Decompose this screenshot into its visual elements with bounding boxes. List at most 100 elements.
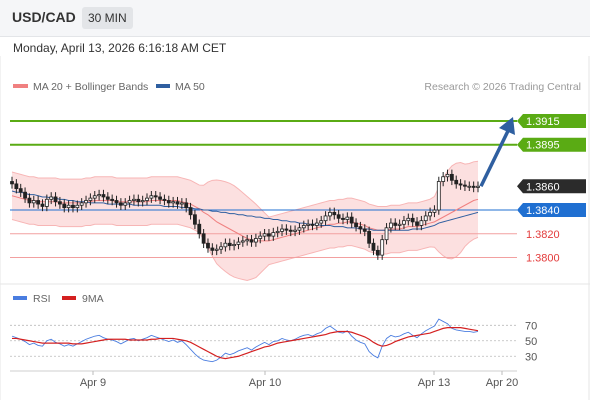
candle-body-106 — [471, 185, 476, 188]
candle-body-53 — [240, 240, 245, 243]
candle-body-98 — [436, 181, 441, 211]
rsi-ma-legend-swatch — [62, 296, 76, 300]
projection-arrow-head — [499, 116, 515, 135]
ma20-line — [11, 195, 479, 242]
level-tag-1-3895 — [517, 137, 586, 152]
candle-body-4 — [27, 197, 32, 204]
candle-body-102 — [454, 179, 459, 185]
candle-body-91 — [406, 217, 411, 222]
candle-body-95 — [423, 215, 428, 222]
level-tag-1-3840 — [517, 203, 586, 217]
candle-body-8 — [44, 198, 49, 207]
candle-body-77 — [345, 216, 350, 220]
level-label-1-3915: 1.3915 — [526, 116, 560, 128]
candle-body-61 — [275, 230, 280, 233]
candle-body-22 — [105, 196, 110, 200]
candle-body-45 — [206, 242, 210, 249]
candle-body-72 — [323, 215, 328, 222]
candle-body-15 — [75, 204, 80, 209]
bollinger-band — [11, 160, 479, 282]
bollinger-lower-line — [11, 219, 479, 282]
candle-body-81 — [362, 228, 367, 232]
projection-arrow — [479, 116, 515, 188]
candle-body-20 — [97, 194, 102, 197]
x-tick-label-0: Apr 9 — [80, 377, 106, 389]
candle-body-80 — [358, 226, 363, 230]
candle-body-87 — [388, 222, 393, 229]
rsi-tick-50: 50 — [525, 336, 537, 348]
ma20-legend-swatch — [13, 84, 28, 88]
x-tick-label-3: Apr 20 — [486, 377, 518, 389]
candle-body-89 — [397, 223, 402, 226]
candle-body-62 — [280, 228, 284, 232]
candle-body-71 — [319, 220, 324, 224]
candle-body-79 — [354, 222, 358, 228]
candle-body-47 — [214, 248, 219, 251]
level-label-1-3895: 1.3895 — [526, 140, 560, 152]
rsi-tick-30: 30 — [525, 351, 537, 363]
candle-body-83 — [371, 242, 376, 251]
candle-body-101 — [449, 173, 454, 181]
candle-body-90 — [402, 220, 406, 225]
candle-body-34 — [158, 196, 162, 200]
candle-body-39 — [179, 202, 184, 205]
candle-body-7 — [40, 203, 45, 207]
candle-body-33 — [153, 195, 158, 198]
candle-body-105 — [467, 185, 472, 188]
candle-body-75 — [336, 214, 341, 219]
rsi-legend-label: RSI — [33, 293, 51, 305]
candle-body-32 — [149, 195, 154, 199]
candle-body-42 — [193, 214, 197, 225]
rsi-panel: 70 50 30 — [10, 318, 537, 363]
candle-body-63 — [284, 228, 289, 231]
candle-body-88 — [393, 222, 398, 226]
candle-body-66 — [297, 227, 302, 231]
candle-body-74 — [332, 211, 337, 216]
candle-body-43 — [197, 223, 202, 235]
candle-body-56 — [253, 238, 258, 243]
candle-body-85 — [380, 239, 385, 256]
bollinger-band-area — [12, 161, 478, 281]
x-axis: Apr 9 Apr 10 Apr 13 Apr 20 — [80, 371, 518, 389]
ma20-legend-label: MA 20 + Bollinger Bands — [33, 81, 148, 93]
candle-body-93 — [415, 221, 419, 226]
candle-body-11 — [58, 201, 62, 205]
candle-body-59 — [267, 233, 271, 237]
candle-body-84 — [375, 249, 380, 256]
candle-body-3 — [23, 191, 27, 199]
source-credit: Research © 2026 Trading Central — [424, 81, 581, 93]
candle-body-31 — [145, 197, 149, 201]
candle-body-40 — [184, 202, 189, 209]
candle-body-12 — [62, 203, 67, 209]
candle-body-48 — [219, 246, 223, 250]
level-label-1-3840: 1.3840 — [526, 205, 560, 217]
candle-body-16 — [79, 202, 84, 206]
rsi-legend-swatch — [13, 296, 27, 300]
rsi-tick-70: 70 — [525, 320, 537, 332]
candle-body-100 — [445, 173, 450, 178]
candle-body-64 — [288, 229, 293, 232]
candle-body-17 — [84, 200, 88, 204]
candle-body-51 — [232, 244, 237, 247]
candle-body-1 — [14, 183, 19, 190]
ma50-legend-label: MA 50 — [175, 81, 205, 93]
candle-body-28 — [132, 198, 136, 201]
candle-body-5 — [31, 200, 36, 204]
candle-body-55 — [249, 239, 254, 243]
candle-body-10 — [53, 196, 58, 203]
candle-body-19 — [92, 195, 97, 199]
candle-body-104 — [463, 184, 467, 187]
candle-body-67 — [301, 225, 306, 229]
candle-body-92 — [410, 217, 415, 223]
candle-body-49 — [223, 242, 228, 248]
candle-body-96 — [428, 211, 432, 217]
candle-body-0 — [10, 181, 14, 185]
timeframe-button[interactable]: 30 MIN — [82, 7, 133, 29]
candle-body-13 — [66, 204, 71, 209]
timestamp: Monday, April 13, 2026 6:16:18 AM CET — [13, 41, 227, 55]
bollinger-upper-line — [11, 160, 479, 218]
candle-body-18 — [88, 197, 93, 201]
level-tag-1-3915 — [517, 113, 586, 128]
candle-body-69 — [310, 223, 315, 226]
